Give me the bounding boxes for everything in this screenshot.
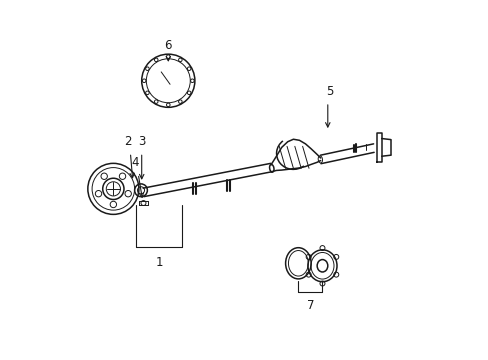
Text: 5: 5: [325, 85, 333, 99]
Text: 2: 2: [124, 135, 132, 148]
Text: 3: 3: [138, 135, 145, 148]
Text: 6: 6: [164, 39, 172, 52]
Text: 7: 7: [306, 300, 313, 312]
Text: 4: 4: [131, 156, 139, 169]
Text: 1: 1: [155, 256, 163, 269]
